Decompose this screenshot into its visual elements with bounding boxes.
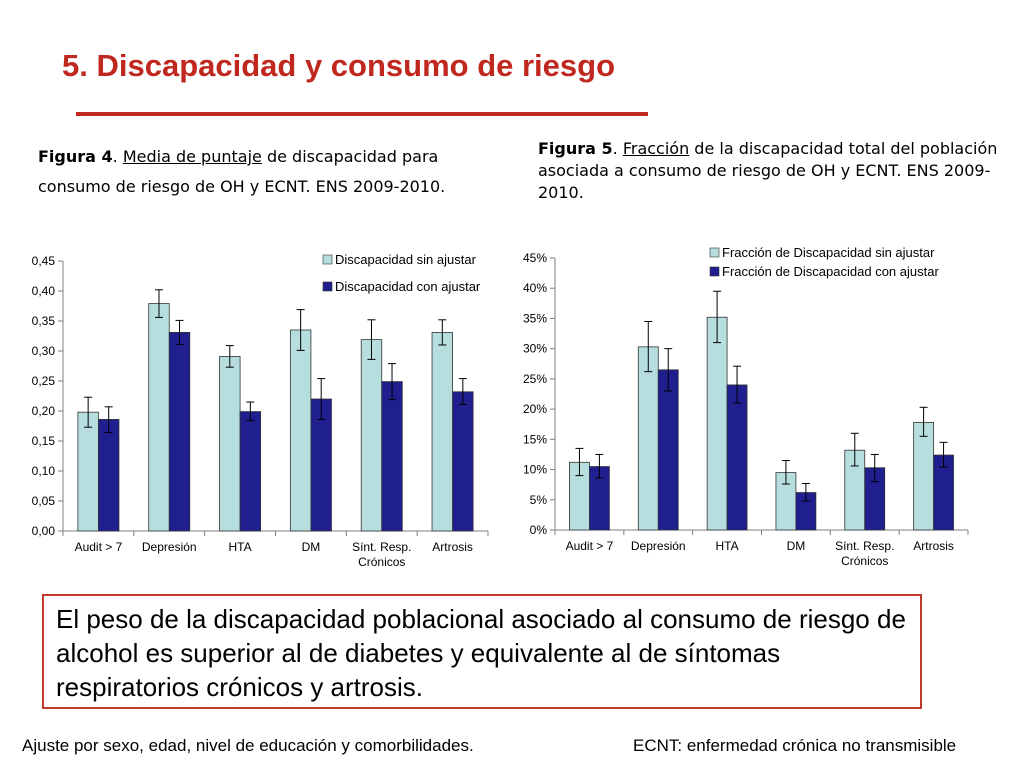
x-tick-label: HTA [716,539,739,553]
footnote-ecnt: ECNT: enfermedad crónica no transmisible [633,736,957,755]
figure-5-text: de la discapacidad total del población a… [538,139,998,202]
figure-4-separator: . [112,147,123,166]
y-tick-label: 0,05 [32,494,56,508]
figure-5-separator: . [612,139,623,158]
legend-swatch [709,266,720,277]
bar [452,391,474,532]
y-tick-label: 0,25 [32,374,56,388]
y-tick-label: 30% [523,342,547,356]
bar [726,384,748,531]
y-tick-label: 35% [523,311,547,325]
y-tick-label: 0,00 [32,524,56,538]
y-tick-label: 0,10 [32,464,56,478]
bar [657,369,679,531]
y-tick-label: 0,20 [32,404,56,418]
x-tick-label: Audit > 7 [75,540,123,554]
x-tick-label: Crónicos [358,555,405,569]
conclusion-text: El peso de la discapacidad poblacional a… [56,604,906,702]
bar [431,332,453,532]
x-tick-label: HTA [229,540,252,554]
bar [148,303,170,532]
legend-label: Fracción de Discapacidad con ajustar [722,264,939,279]
bar [168,332,191,532]
x-tick-label: Sínt. Resp. [352,540,411,554]
x-tick-label: Audit > 7 [566,539,614,553]
figure-4-chart: 0,00 0,05 0,10 0,15 0,20 0,25 0,30 0,35 0,40 0,45… [32,252,489,569]
y-tick-label: 0,45 [32,254,56,268]
x-tick-label: Artrosis [913,539,954,553]
legend-swatch [322,254,333,265]
legend-label: Fracción de Discapacidad sin ajustar [722,245,935,260]
y-tick-label: 45% [523,251,547,265]
bar [98,418,120,532]
figure-5-label: Figura 5 [538,139,613,158]
x-tick-label: DM [302,540,321,554]
bar [706,316,728,531]
bar [637,346,659,531]
footnote-adjustment: Ajuste por sexo, edad, nivel de educació… [22,736,474,755]
y-tick-label: 15% [523,432,547,446]
legend-label: Discapacidad sin ajustar [335,252,477,267]
y-tick-label: 40% [523,281,547,295]
x-tick-label: Depresión [142,540,197,554]
bar [913,422,934,531]
y-tick-label: 0,15 [32,434,56,448]
y-tick-label: 20% [523,402,547,416]
slide-title: 5. Discapacidad y consumo de riesgo [62,48,616,83]
bar [77,411,99,532]
legend-swatch [322,281,333,292]
conclusion-box: El peso de la discapacidad poblacional a… [42,594,922,709]
y-tick-label: 0% [530,523,548,537]
y-tick-label: 10% [523,463,547,477]
figure-4-caption: Figura 4. Media de puntaje de discapacid… [38,142,508,202]
y-tick-label: 0,30 [32,344,56,358]
bar [239,411,262,532]
bar [360,339,383,532]
legend-label: Discapacidad con ajustar [335,279,481,294]
figure-4-label: Figura 4 [38,147,113,166]
x-tick-label: Artrosis [432,540,473,554]
y-tick-label: 25% [523,372,547,386]
bar [381,381,403,532]
figure-4-text: de discapacidad para consumo de riesgo d… [38,147,446,196]
bar [289,329,312,532]
x-tick-label: DM [787,539,806,553]
bar [219,356,241,532]
figure-5-chart: 0% 5% 10% 15% 20% 25% 30% 35% 40% 45% Audit > 7 Dep… [523,245,969,568]
figure-5-link[interactable]: Fracción [622,139,690,158]
figure-5-caption: Figura 5. Fracción de la discapacidad to… [538,138,998,204]
y-tick-label: 5% [530,493,548,507]
y-tick-label: 0,40 [32,284,56,298]
figure-4-link[interactable]: Media de puntaje [122,147,262,166]
x-tick-label: Depresión [631,539,686,553]
x-tick-label: Crónicos [841,554,888,568]
legend-swatch [709,247,720,258]
y-tick-label: 0,35 [32,314,56,328]
x-tick-label: Sínt. Resp. [835,539,894,553]
title-underline [76,112,648,116]
